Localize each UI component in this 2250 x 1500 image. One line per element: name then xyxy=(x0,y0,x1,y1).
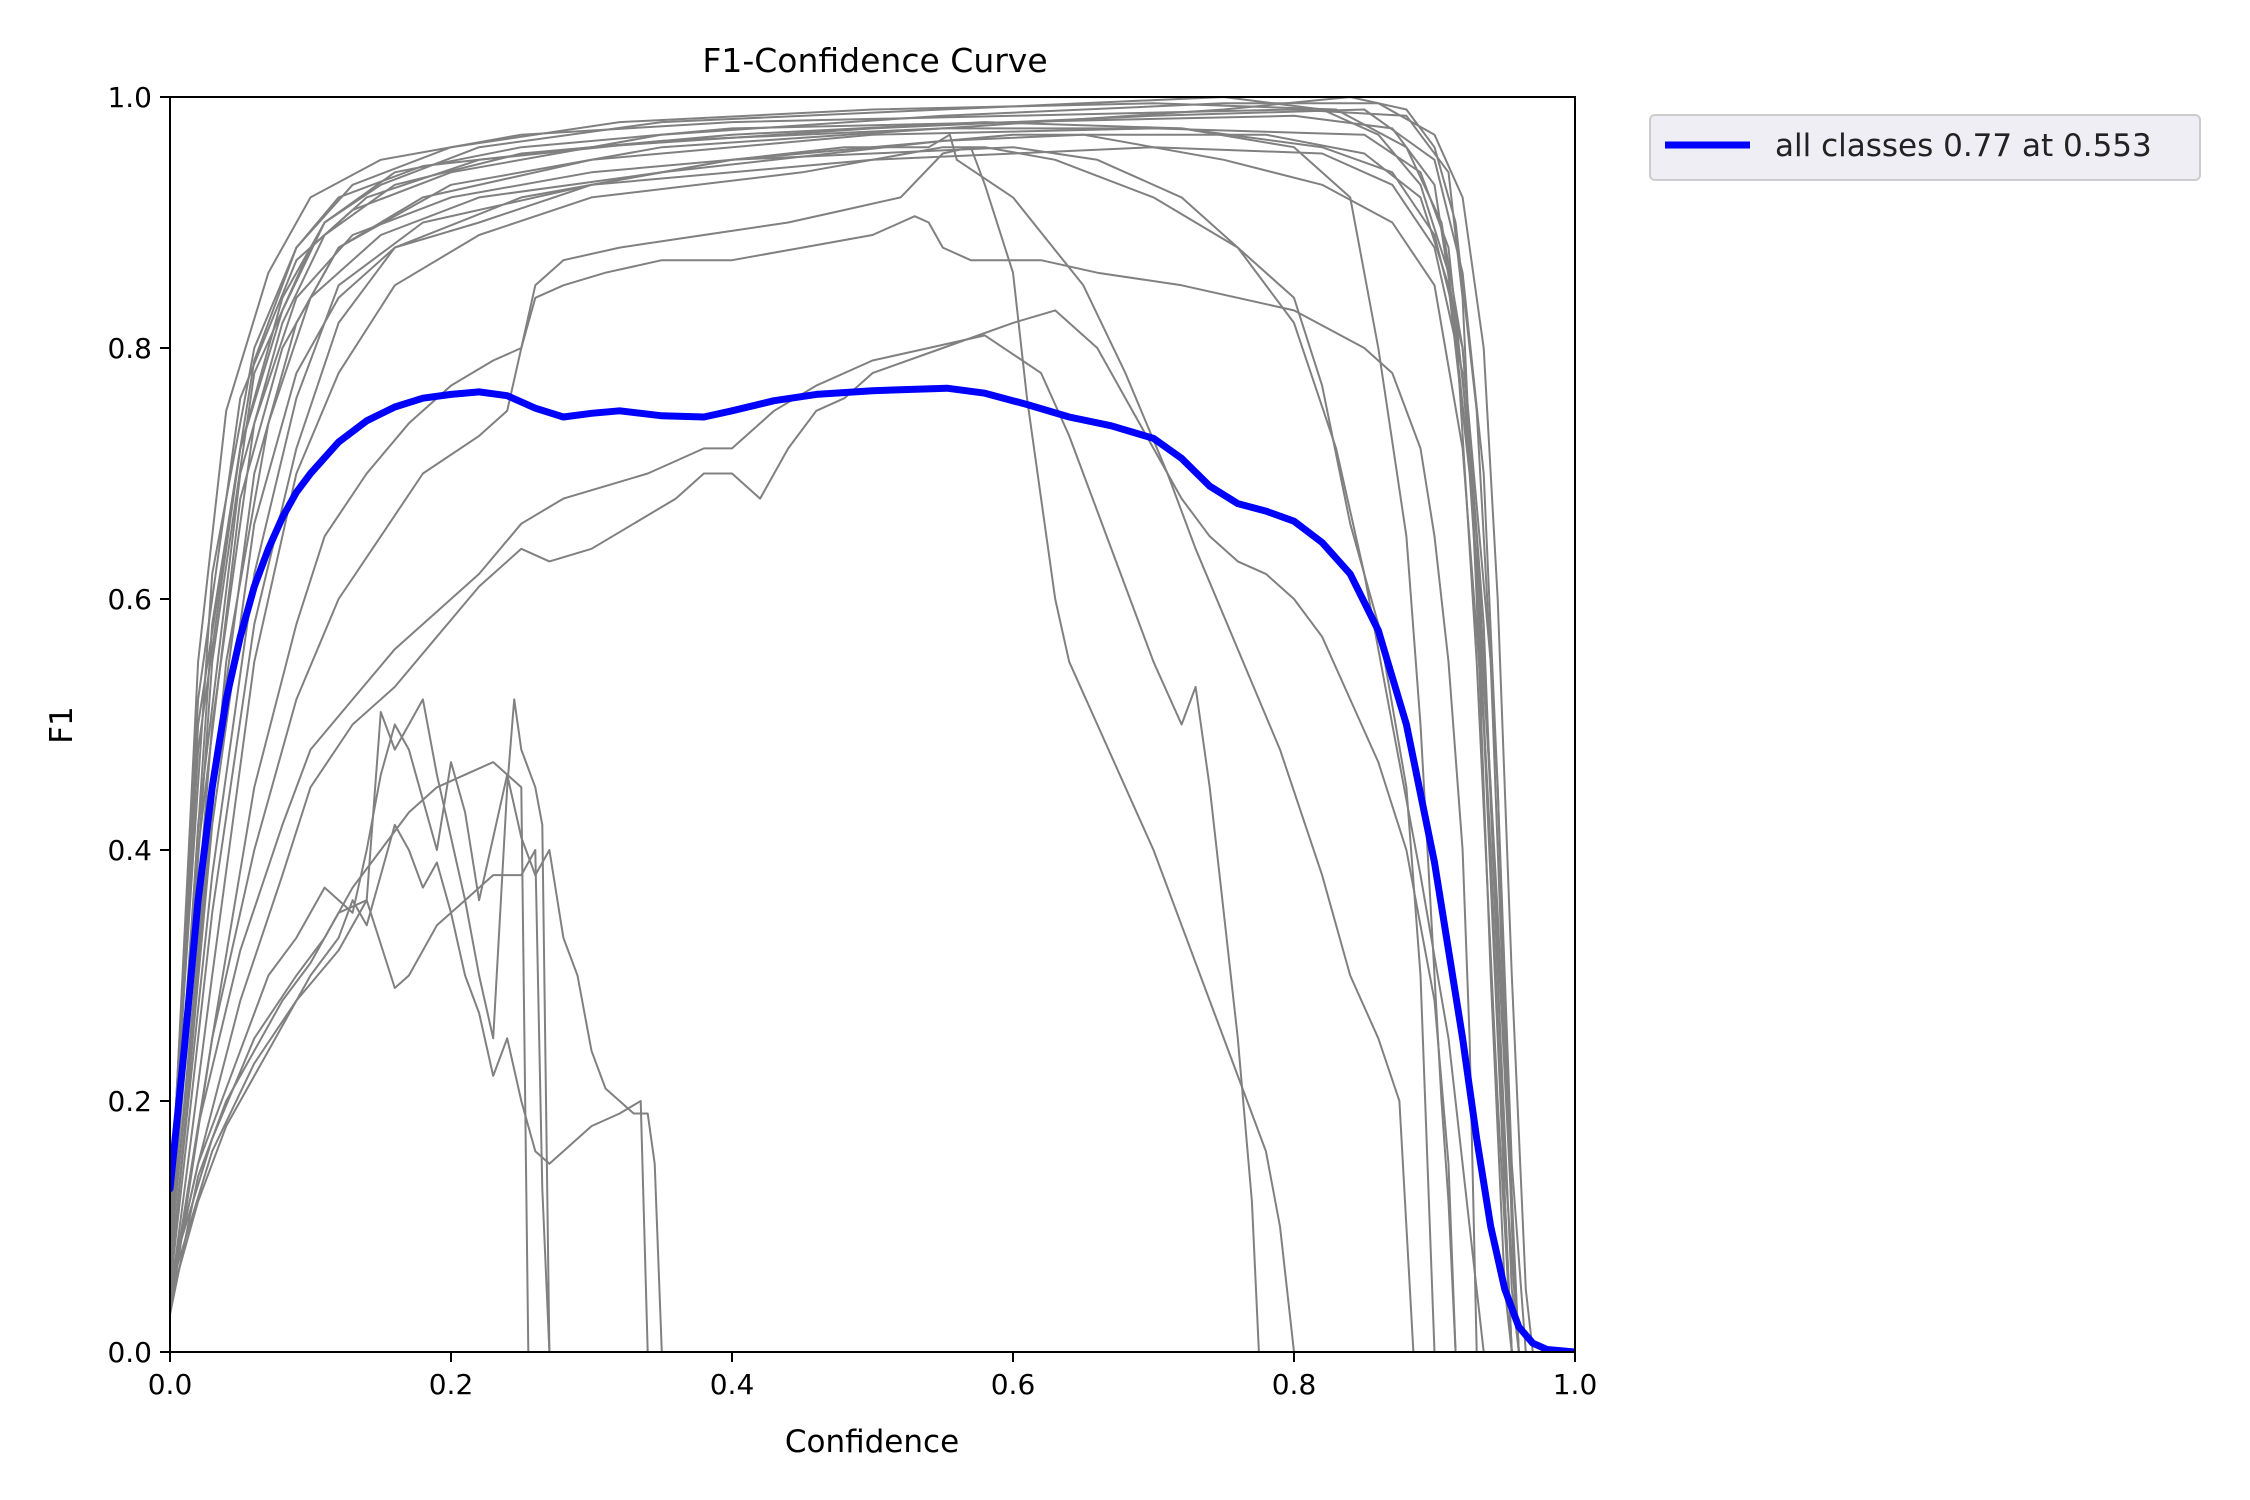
class-curve-line xyxy=(170,849,551,1352)
class-curve-line xyxy=(170,133,1520,1352)
class-curve-line xyxy=(170,108,1513,1352)
plot-area xyxy=(169,96,1576,1353)
legend-box xyxy=(1649,114,2201,181)
class-curve-line xyxy=(170,102,1520,1352)
class-curve-line xyxy=(170,97,1520,1352)
y-tick-label: 0.4 xyxy=(107,834,152,867)
class-curve-line xyxy=(170,127,1520,1352)
class-curve-line xyxy=(170,698,551,1352)
class-curve-line xyxy=(170,97,1527,1352)
all-classes-curve-group xyxy=(170,384,1575,1352)
legend-label-all-classes: all classes 0.77 at 0.553 xyxy=(1775,128,2152,164)
legend: all classes 0.77 at 0.553 xyxy=(1649,114,2201,181)
x-axis-title: Confidence xyxy=(785,1424,959,1460)
class-curve-line xyxy=(170,334,1260,1352)
class-curve-line xyxy=(170,309,1457,1352)
class-curve-line xyxy=(170,723,663,1352)
class-curves xyxy=(170,97,1534,1352)
y-tick-label: 1.0 xyxy=(107,81,152,114)
class-curve-line xyxy=(170,133,1513,1352)
class-curve-line xyxy=(170,146,1295,1352)
plot-frame xyxy=(169,96,1576,1353)
x-tick-label: 0.2 xyxy=(429,1368,474,1401)
x-tick-label: 0.6 xyxy=(991,1368,1036,1401)
y-tick-label: 0.8 xyxy=(107,332,152,365)
class-curve-line xyxy=(170,102,1534,1352)
class-curve-line xyxy=(170,133,1415,1352)
x-tick-label: 0.8 xyxy=(1272,1368,1317,1401)
chart-title: F1-Confidence Curve xyxy=(702,41,1047,80)
x-tick-label: 0.0 xyxy=(148,1368,193,1401)
class-curve-line xyxy=(170,146,1436,1352)
y-axis: 0.0 0.2 0.4 0.6 0.8 1.0 xyxy=(107,81,170,1369)
class-curve-line xyxy=(170,127,1513,1352)
x-tick-label: 0.4 xyxy=(710,1368,755,1401)
x-tick-label: 1.0 xyxy=(1553,1368,1598,1401)
y-tick-label: 0.0 xyxy=(107,1336,152,1369)
class-curve-line xyxy=(170,215,1478,1352)
class-curve-line xyxy=(170,761,530,1352)
y-axis-title: F1 xyxy=(44,706,80,744)
y-tick-label: 0.2 xyxy=(107,1085,152,1118)
x-axis: 0.0 0.2 0.4 0.6 0.8 1.0 xyxy=(148,1352,1598,1401)
all-classes-curve-line xyxy=(170,384,1575,1352)
y-tick-label: 0.6 xyxy=(107,583,152,616)
class-curve-line xyxy=(170,121,1457,1352)
